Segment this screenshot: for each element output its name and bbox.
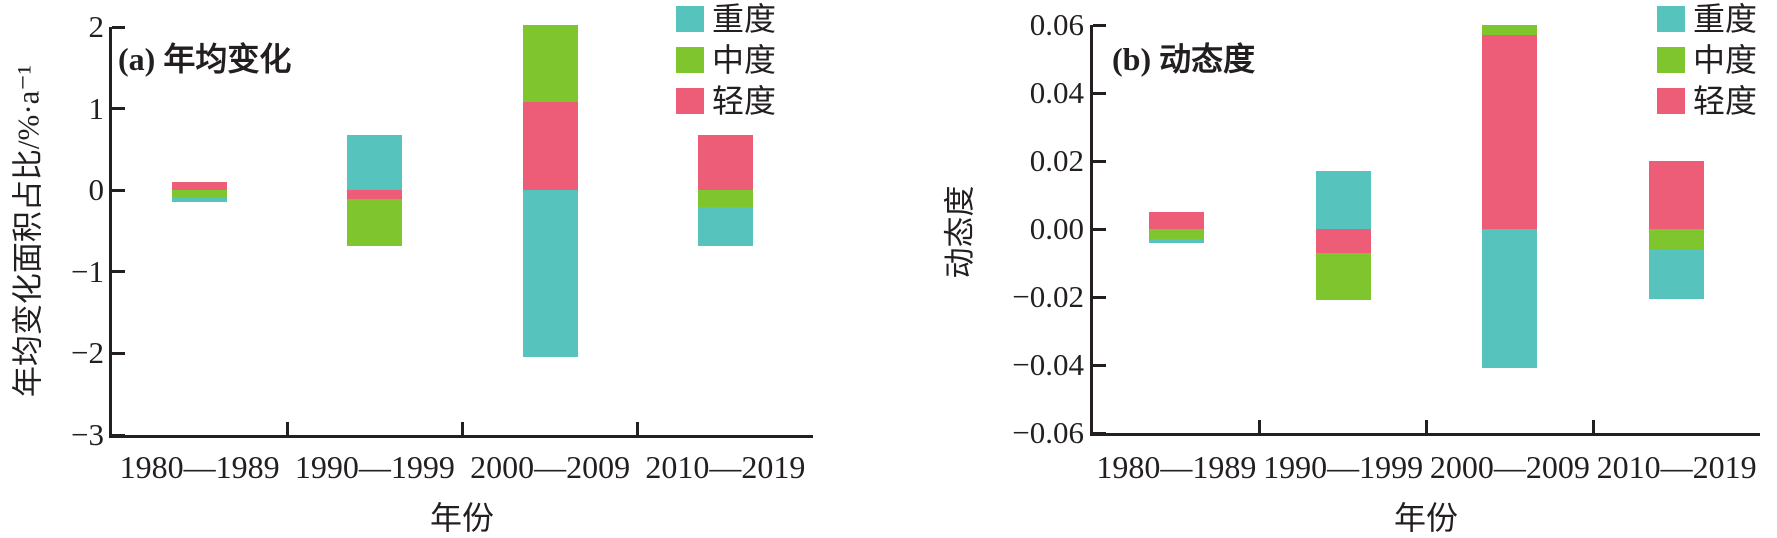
bar-segment-b-light bbox=[1148, 212, 1204, 229]
x-tick-b bbox=[1425, 420, 1428, 433]
bar-segment-a-light bbox=[172, 182, 228, 191]
legend-swatch-severe-icon bbox=[676, 6, 704, 32]
y-tick-a bbox=[112, 270, 125, 274]
y-tick-label-b: 0.04 bbox=[1029, 75, 1084, 110]
y-tick-label-b: −0.02 bbox=[1012, 279, 1084, 314]
x-tick-b bbox=[1591, 420, 1595, 433]
bar-segment-a-light bbox=[522, 102, 578, 191]
y-tick-label-a: −3 bbox=[71, 417, 104, 452]
x-category-label-b: 2010—2019 bbox=[1596, 449, 1757, 485]
y-tick-b bbox=[1093, 91, 1106, 95]
bar-segment-a-severe bbox=[697, 206, 753, 246]
bar-segment-b-severe bbox=[1148, 239, 1204, 243]
x-axis-line-b bbox=[1090, 433, 1760, 436]
x-tick-a bbox=[285, 422, 289, 435]
bar-segment-b-moderate bbox=[1148, 229, 1204, 240]
legend-swatch-light-icon bbox=[676, 88, 704, 114]
x-tick-a bbox=[461, 422, 464, 435]
y-tick-b bbox=[1093, 23, 1106, 27]
legend-swatch-moderate-icon bbox=[1657, 47, 1685, 73]
bar-segment-b-moderate bbox=[1315, 252, 1371, 301]
bar-segment-a-moderate bbox=[347, 199, 403, 246]
y-tick-label-a: 1 bbox=[88, 90, 105, 126]
x-tick-b bbox=[1258, 420, 1262, 433]
panel-title-b: (b) 动态度 bbox=[1112, 40, 1256, 77]
legend-label-severe: 重度 bbox=[712, 1, 777, 37]
x-axis-title-a: 年份 bbox=[429, 500, 495, 536]
y-tick-label-a: −1 bbox=[71, 253, 104, 289]
y-tick-b bbox=[1093, 159, 1106, 163]
bar-segment-b-light bbox=[1482, 35, 1538, 229]
legend-label-moderate: 中度 bbox=[712, 42, 777, 78]
panel-title-a: (a) 年均变化 bbox=[118, 40, 292, 77]
x-category-label-a: 2010—2019 bbox=[645, 449, 806, 485]
y-tick-b bbox=[1093, 295, 1106, 299]
y-tick-label-b: −0.04 bbox=[1012, 347, 1084, 382]
y-tick-a bbox=[112, 351, 125, 355]
y-tick-label-b: −0.06 bbox=[1012, 415, 1084, 450]
x-axis-title-b: 年份 bbox=[1393, 500, 1459, 536]
x-category-label-a: 2000—2009 bbox=[470, 449, 631, 485]
bar-segment-a-severe bbox=[522, 190, 578, 358]
x-tick-a bbox=[636, 422, 640, 435]
y-axis-line-a bbox=[109, 27, 112, 438]
bar-segment-a-light bbox=[347, 190, 403, 200]
bar-segment-a-moderate bbox=[172, 190, 228, 199]
bar-segment-a-moderate bbox=[522, 25, 578, 103]
legend-label-moderate: 中度 bbox=[1693, 42, 1758, 78]
bar-segment-b-severe bbox=[1482, 229, 1538, 369]
x-category-label-b: 2000—2009 bbox=[1429, 449, 1590, 485]
y-tick-b bbox=[1093, 431, 1106, 435]
y-tick-a bbox=[112, 25, 125, 29]
legend-swatch-severe-icon bbox=[1657, 6, 1685, 32]
bar-segment-a-light bbox=[697, 134, 753, 191]
y-tick-b bbox=[1093, 363, 1106, 367]
bar-segment-b-moderate bbox=[1649, 229, 1705, 250]
y-tick-a bbox=[112, 107, 125, 111]
y-axis-title-b: 动态度 bbox=[942, 185, 978, 279]
bar-segment-b-moderate bbox=[1482, 25, 1538, 36]
bar-segment-b-severe bbox=[1315, 171, 1371, 229]
y-axis-line-b bbox=[1090, 25, 1093, 436]
x-category-label-b: 1990—1999 bbox=[1263, 449, 1424, 485]
y-tick-label-a: −2 bbox=[71, 335, 104, 371]
legend-swatch-light-icon bbox=[1657, 88, 1685, 114]
x-category-label-b: 1980—1989 bbox=[1096, 449, 1257, 485]
y-tick-a bbox=[112, 188, 125, 192]
bar-segment-b-light bbox=[1315, 229, 1371, 253]
y-tick-b bbox=[1093, 227, 1106, 231]
x-category-label-a: 1980—1989 bbox=[119, 449, 280, 485]
x-axis-line-a bbox=[109, 435, 813, 438]
bar-segment-a-severe bbox=[172, 198, 228, 203]
legend-swatch-moderate-icon bbox=[676, 47, 704, 73]
y-tick-label-b: 0.06 bbox=[1029, 7, 1084, 42]
y-tick-label-b: 0.02 bbox=[1029, 143, 1084, 178]
bar-segment-b-severe bbox=[1649, 249, 1705, 299]
bar-segment-a-severe bbox=[347, 134, 403, 191]
legend-label-light: 轻度 bbox=[1693, 83, 1758, 119]
y-tick-label-b: 0.00 bbox=[1029, 211, 1084, 246]
y-tick-label-a: 2 bbox=[88, 9, 105, 44]
bar-segment-b-light bbox=[1649, 161, 1705, 229]
y-tick-a bbox=[112, 433, 125, 437]
x-category-label-a: 1990—1999 bbox=[294, 449, 455, 485]
legend-label-severe: 重度 bbox=[1693, 1, 1758, 37]
y-tick-label-a: 0 bbox=[88, 172, 105, 208]
legend-label-light: 轻度 bbox=[712, 83, 777, 119]
bar-segment-a-moderate bbox=[697, 190, 753, 207]
